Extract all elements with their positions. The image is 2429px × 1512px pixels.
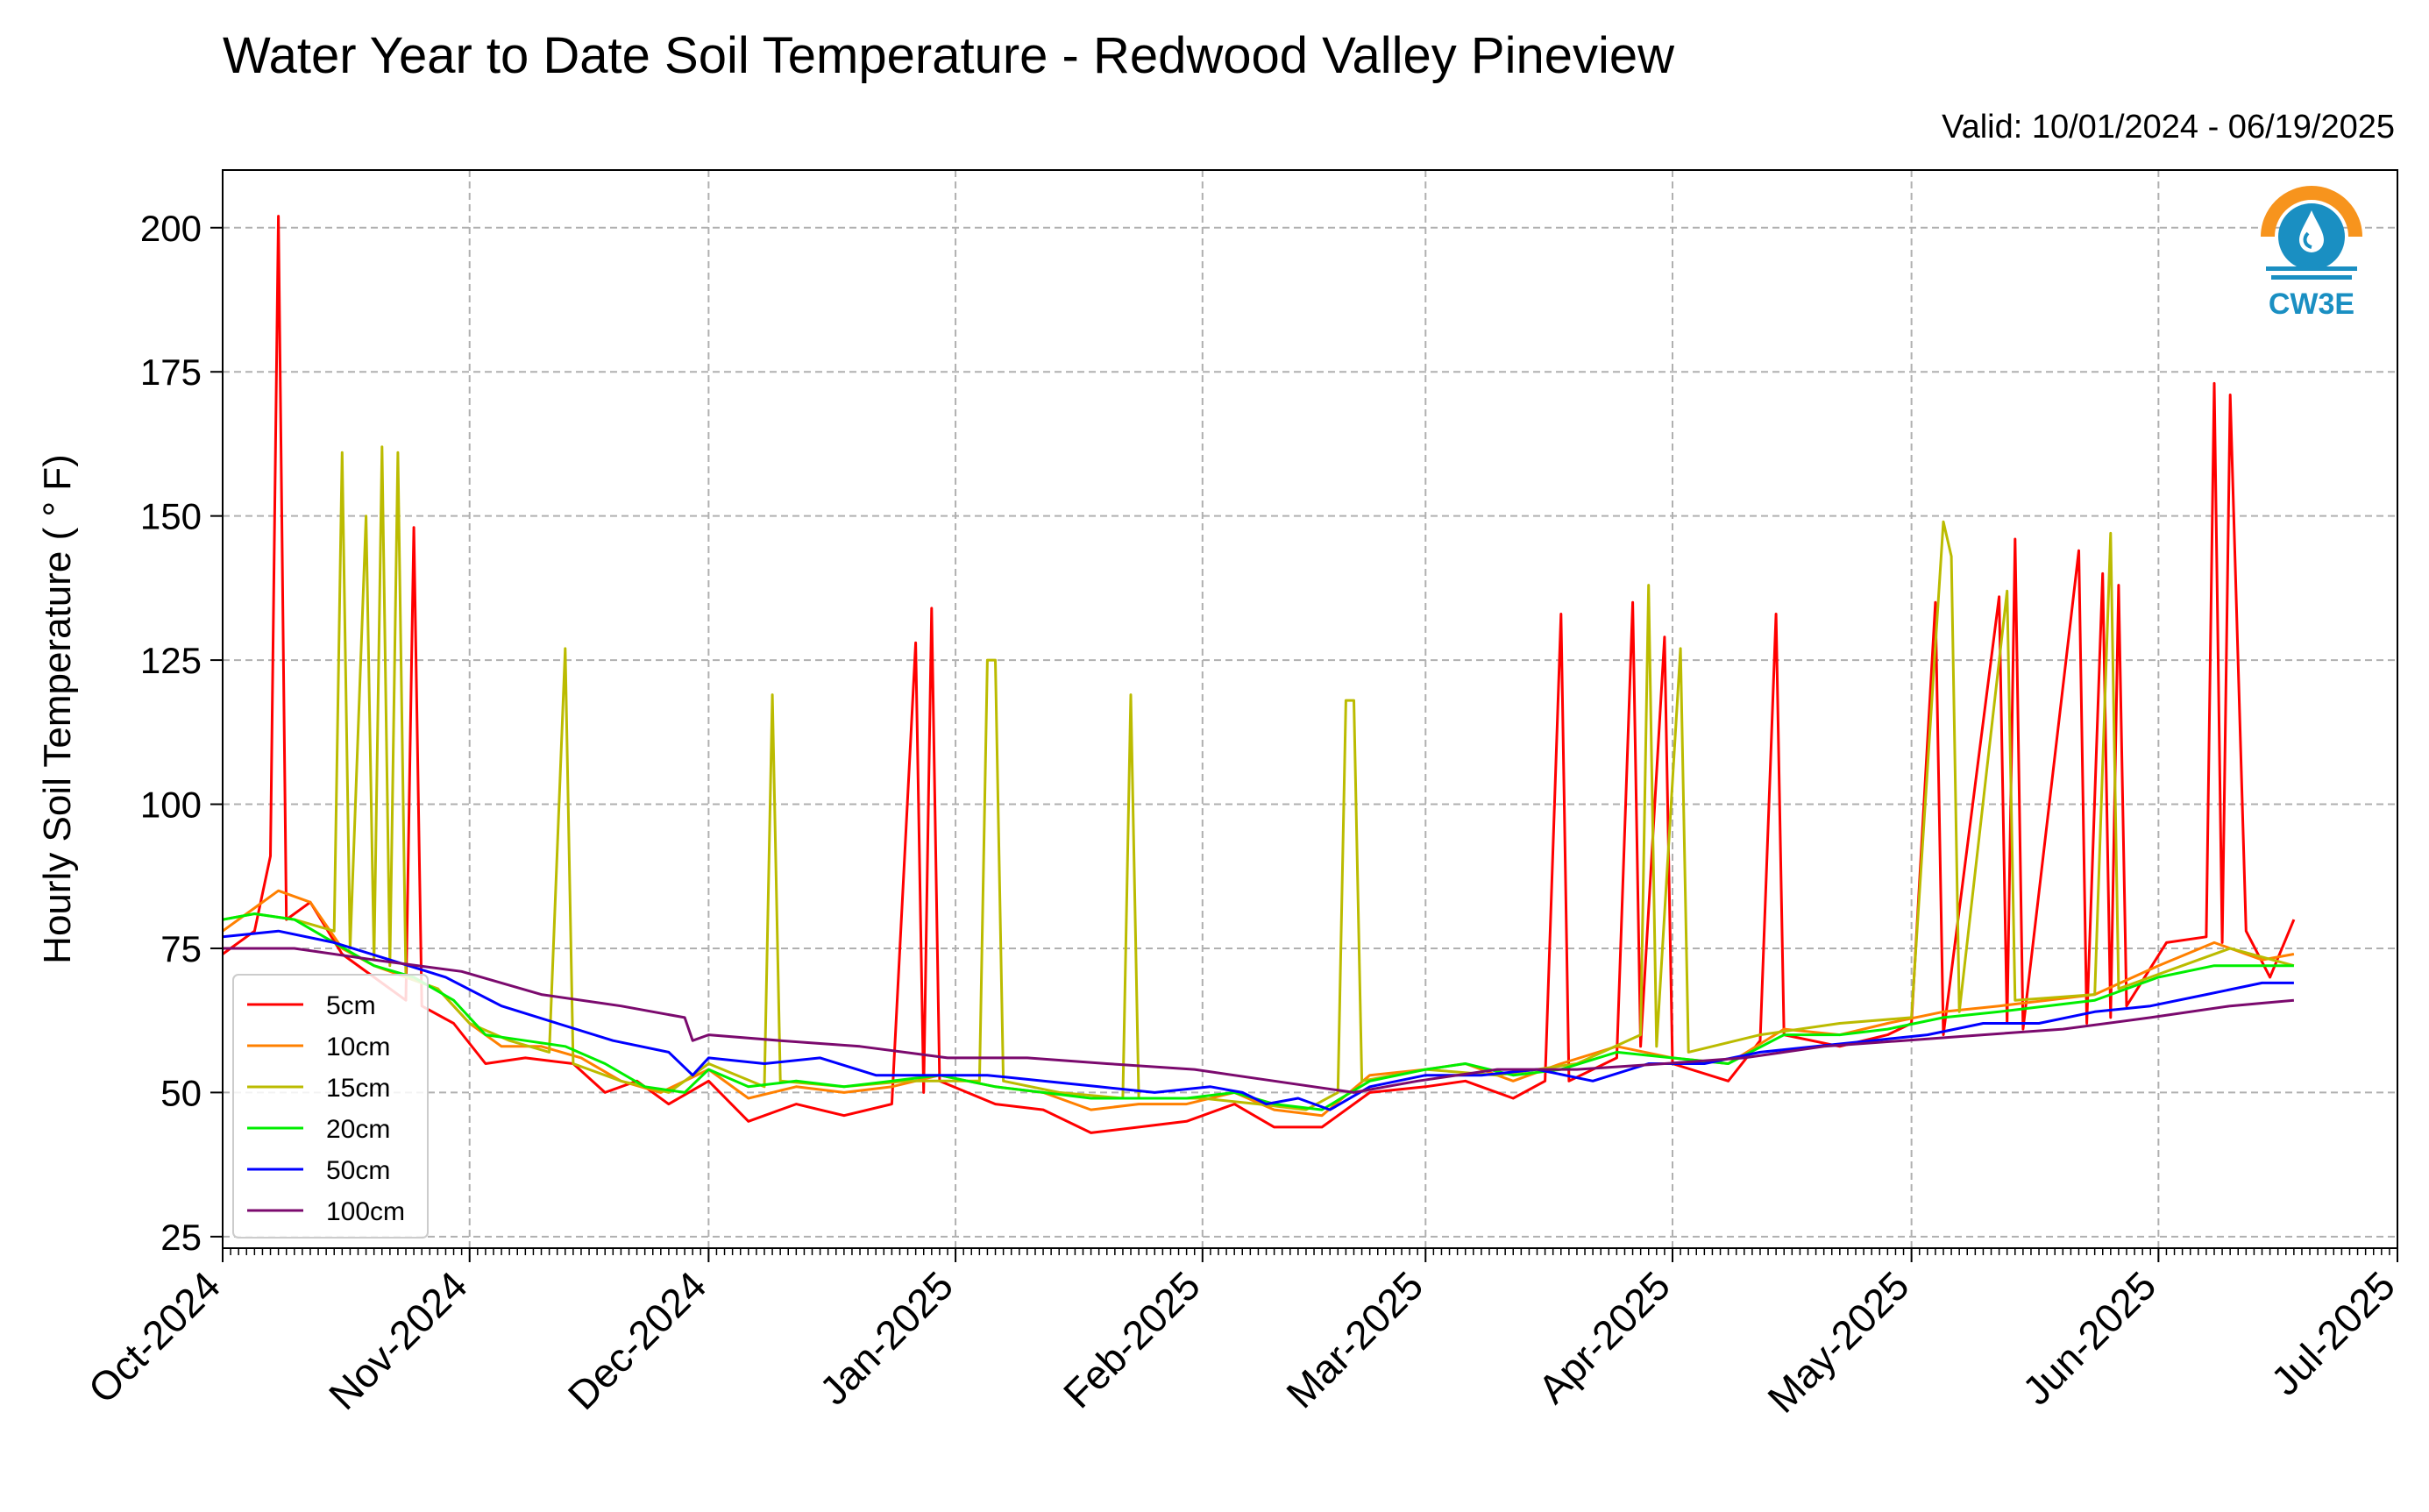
x-tick-label: Feb-2025 bbox=[1055, 1262, 1209, 1416]
series-100cm bbox=[223, 947, 2295, 1094]
legend-item: 50cm bbox=[247, 1156, 390, 1185]
y-tick-label: 125 bbox=[140, 640, 202, 681]
x-tick-label: Apr-2025 bbox=[1529, 1262, 1679, 1412]
legend-label: 20cm bbox=[326, 1115, 390, 1144]
legend-box bbox=[232, 974, 429, 1239]
x-tick-label: May-2025 bbox=[1758, 1262, 1917, 1421]
legend-label: 15cm bbox=[326, 1074, 390, 1103]
series-20cm bbox=[222, 912, 2294, 1111]
y-tick-label: 50 bbox=[160, 1072, 202, 1113]
x-tick-label: Dec-2024 bbox=[559, 1262, 715, 1418]
legend: 5cm 10cm 15cm 20cm 50cm 100cm bbox=[232, 974, 429, 1239]
plot-frame bbox=[222, 169, 2398, 1249]
y-axis-label: Hourly Soil Temperature ( ° F) bbox=[36, 454, 79, 964]
x-tick-label: Nov-2024 bbox=[320, 1262, 476, 1418]
cw3e-logo: CW3E bbox=[2254, 181, 2369, 321]
x-tick-label: Oct-2024 bbox=[80, 1262, 230, 1412]
x-tick-label: Jan-2025 bbox=[811, 1262, 962, 1413]
x-tick-label: Jun-2025 bbox=[2014, 1262, 2164, 1413]
series-line-20cm bbox=[222, 912, 2294, 1111]
chart-title: Water Year to Date Soil Temperature - Re… bbox=[223, 27, 1675, 84]
y-tick-label: 100 bbox=[140, 784, 202, 826]
legend-item: 20cm bbox=[247, 1115, 390, 1144]
series-line-5cm bbox=[222, 215, 2296, 1134]
legend-label: 100cm bbox=[326, 1197, 405, 1226]
x-tick-label: Jul-2025 bbox=[2262, 1262, 2404, 1404]
legend-label: 50cm bbox=[326, 1156, 390, 1185]
y-tick-label: 25 bbox=[160, 1217, 202, 1258]
logo-text: CW3E bbox=[2269, 287, 2354, 321]
logo-sun-arc bbox=[2261, 186, 2362, 238]
legend-label: 10cm bbox=[326, 1033, 390, 1061]
series-50cm bbox=[222, 929, 2294, 1111]
x-tick-label: Mar-2025 bbox=[1277, 1262, 1431, 1416]
series-5cm bbox=[222, 215, 2296, 1134]
series-line-50cm bbox=[222, 929, 2294, 1111]
legend-item: 15cm bbox=[247, 1074, 390, 1103]
legend-item: 5cm bbox=[247, 991, 376, 1020]
series-line-100cm bbox=[223, 947, 2295, 1094]
x-minor-ticks bbox=[222, 1248, 2398, 1255]
valid-date-range: Valid: 10/01/2024 - 06/19/2025 bbox=[1942, 109, 2395, 146]
axes: 25 50 75 100 125 150 175 200 Oct-2024 Nov-2024 Dec… bbox=[80, 208, 2404, 1422]
legend-label: 5cm bbox=[326, 991, 376, 1020]
legend-item: 10cm bbox=[247, 1033, 390, 1061]
y-tick-label: 175 bbox=[140, 351, 202, 393]
series-lines bbox=[222, 215, 2296, 1134]
series-10cm bbox=[222, 889, 2295, 1118]
y-tick-label: 150 bbox=[140, 496, 202, 537]
series-line-10cm bbox=[222, 889, 2295, 1118]
y-tick-label: 75 bbox=[160, 928, 202, 969]
series-line-15cm bbox=[222, 445, 2295, 1111]
series-15cm bbox=[222, 445, 2295, 1111]
grid-lines bbox=[222, 170, 2398, 1248]
y-tick-label: 200 bbox=[140, 208, 202, 249]
legend-item: 100cm bbox=[247, 1197, 405, 1226]
